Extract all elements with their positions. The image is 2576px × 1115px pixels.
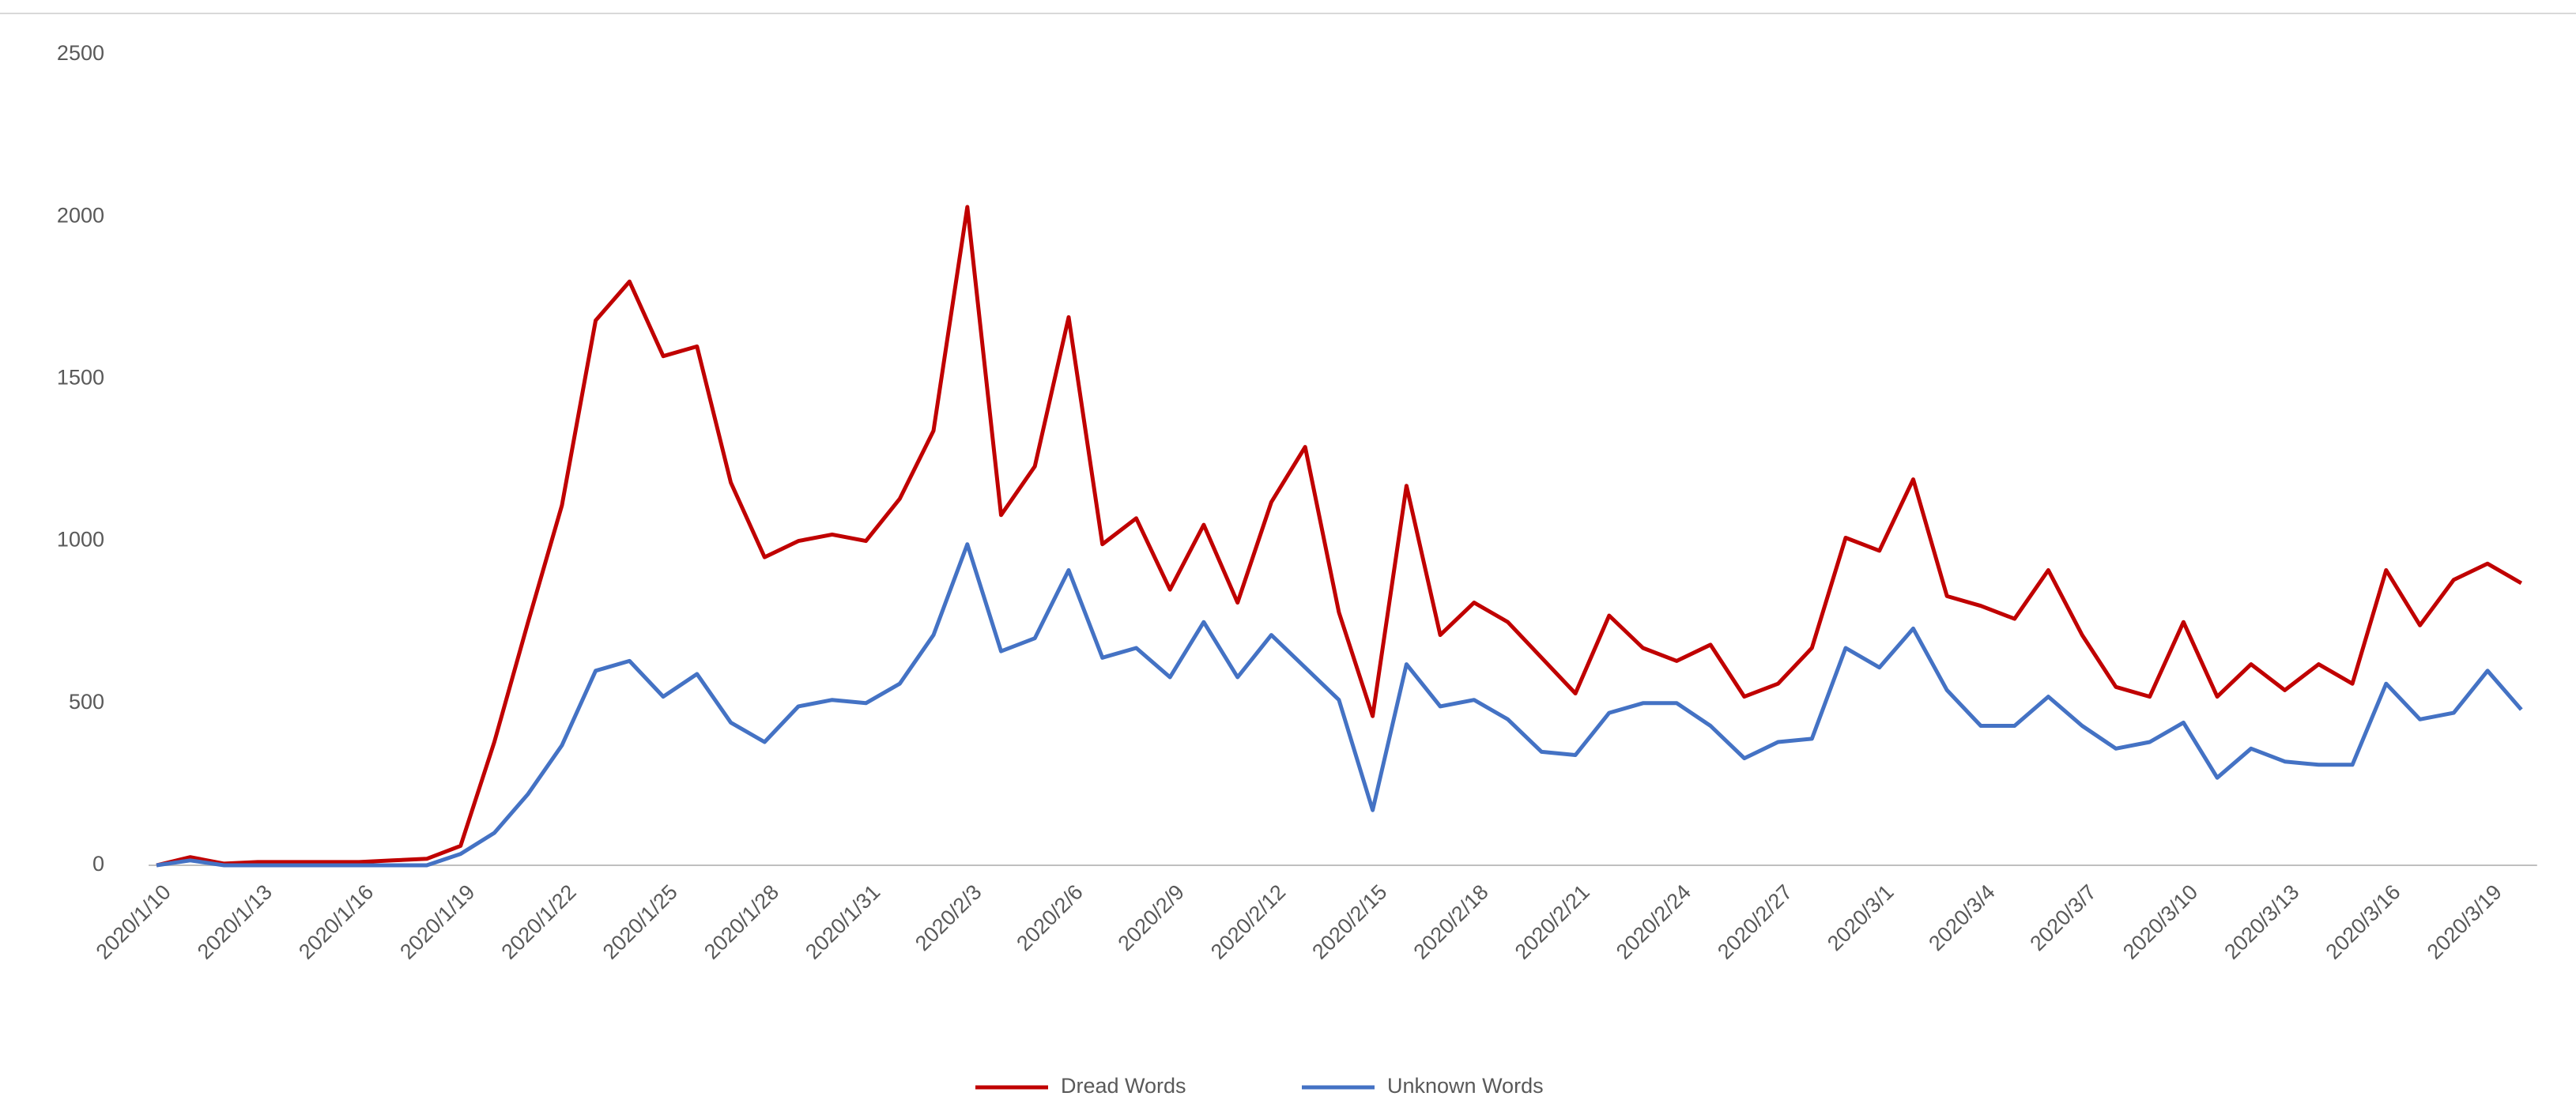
- x-tick-label: 2020/2/27: [1713, 880, 1797, 964]
- x-tick-label: 2020/3/16: [2321, 880, 2405, 964]
- y-tick-label: 2500: [57, 41, 104, 65]
- y-tick-label: 0: [92, 852, 104, 876]
- x-tick-label: 2020/1/31: [801, 880, 884, 964]
- series-line: [156, 542, 2523, 868]
- x-tick-label: 2020/1/28: [700, 880, 783, 964]
- x-tick-label: 2020/1/13: [193, 880, 277, 964]
- x-tick-label: 2020/2/21: [1511, 880, 1594, 964]
- x-tick-label: 2020/3/10: [2118, 880, 2202, 964]
- x-tick-label: 2020/3/1: [1823, 880, 1899, 956]
- x-tick-label: 2020/1/19: [395, 880, 479, 964]
- y-tick-label: 500: [69, 690, 104, 714]
- series-line: [156, 205, 2523, 868]
- x-tick-label: 2020/1/16: [294, 880, 378, 964]
- x-tick-label: 2020/3/7: [2025, 880, 2101, 956]
- x-tick-label: 2020/3/13: [2220, 880, 2303, 964]
- y-tick-label: 1000: [57, 528, 104, 552]
- x-tick-label: 2020/2/9: [1113, 880, 1189, 956]
- legend-label: Dread Words: [1061, 1074, 1186, 1098]
- x-tick-label: 2020/3/4: [1924, 880, 2000, 956]
- legend-label: Unknown Words: [1387, 1074, 1544, 1098]
- y-tick-label: 2000: [57, 203, 104, 227]
- x-tick-label: 2020/2/12: [1206, 880, 1290, 964]
- x-tick-label: 2020/3/19: [2423, 880, 2506, 964]
- x-tick-label: 2020/1/10: [92, 880, 175, 964]
- x-tick-label: 2020/2/3: [911, 880, 986, 956]
- x-tick-label: 2020/1/25: [598, 880, 682, 964]
- x-tick-label: 2020/2/6: [1012, 880, 1088, 956]
- x-tick-label: 2020/2/15: [1307, 880, 1391, 964]
- x-tick-label: 2020/2/24: [1612, 880, 1695, 964]
- x-tick-label: 2020/2/18: [1409, 880, 1493, 964]
- x-tick-label: 2020/1/22: [497, 880, 581, 964]
- y-tick-label: 1500: [57, 366, 104, 390]
